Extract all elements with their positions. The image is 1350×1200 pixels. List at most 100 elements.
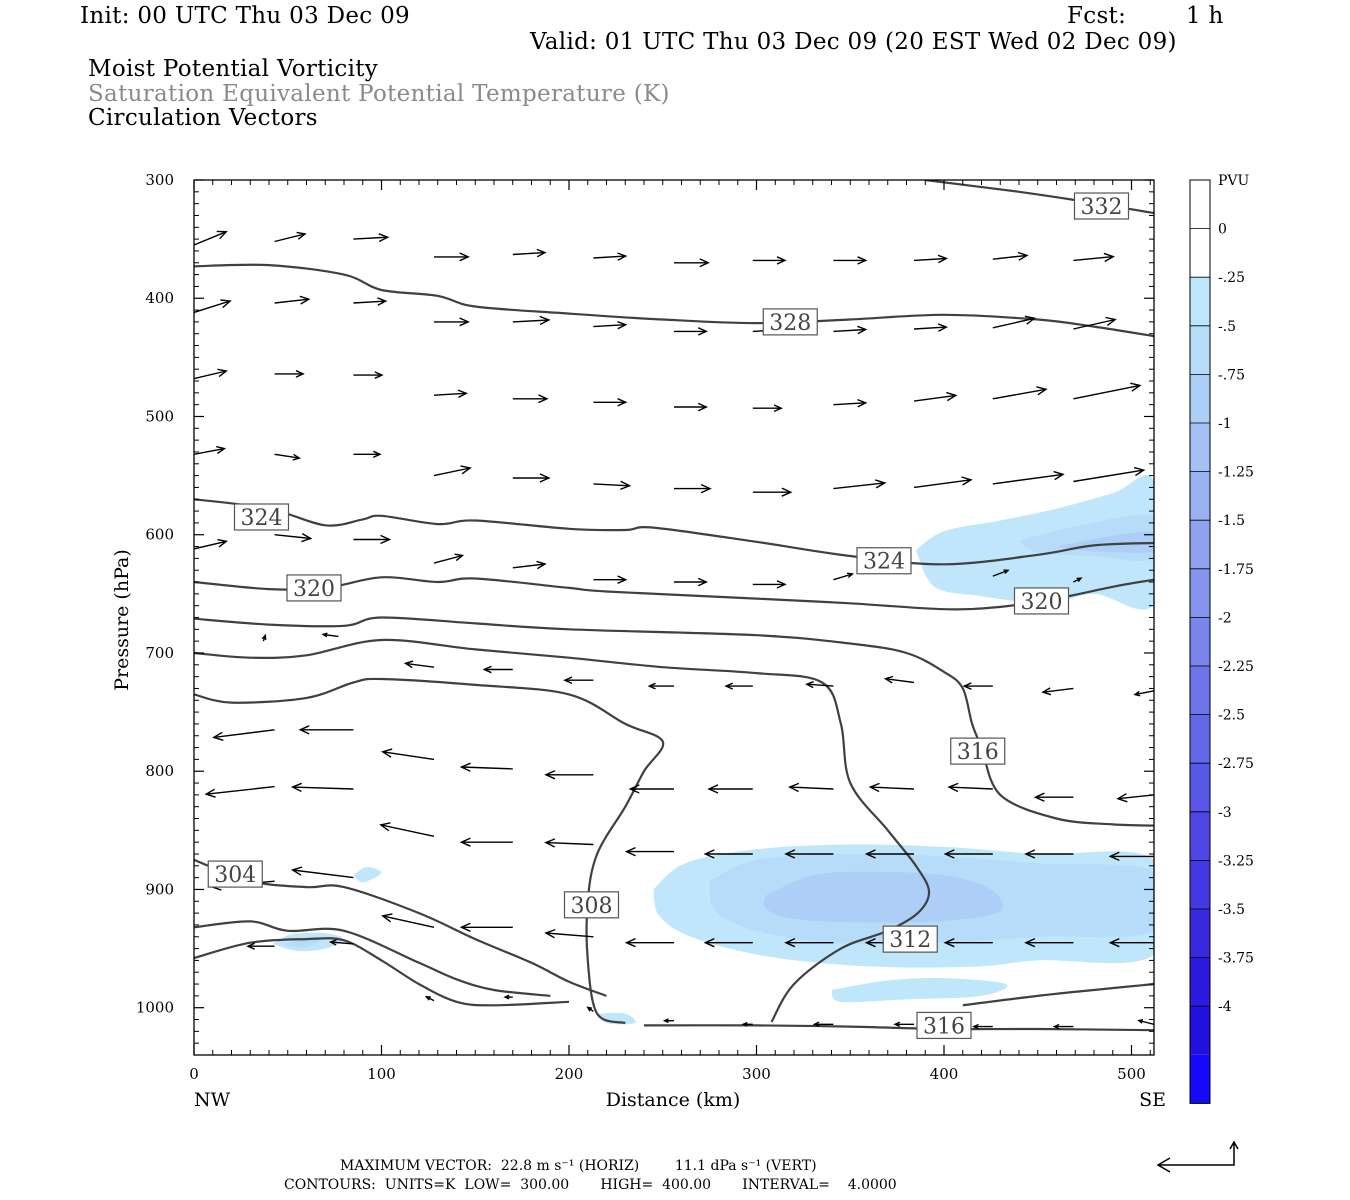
vector-head — [459, 252, 470, 262]
vector-shaft — [292, 869, 354, 879]
x-tick-label: 100 — [367, 1065, 396, 1083]
circulation-vector — [833, 479, 887, 490]
vector-head — [544, 928, 556, 939]
circulation-vector — [512, 394, 549, 404]
vector-head — [1052, 1023, 1060, 1030]
x-tick-label: 500 — [1117, 1065, 1146, 1083]
contour-label-box — [882, 925, 938, 953]
vector-head — [1133, 690, 1141, 697]
vector-shaft — [1042, 687, 1074, 693]
circulation-vector — [379, 822, 435, 837]
vector-head — [381, 748, 393, 758]
circulation-vector — [353, 371, 384, 379]
vector-shaft — [593, 324, 626, 328]
vector-head — [1024, 849, 1036, 859]
vector-head — [857, 325, 868, 335]
contour-label-text: 332 — [1081, 195, 1123, 220]
circulation-vector — [1108, 851, 1154, 862]
circulation-vector — [1073, 466, 1146, 483]
contour-label-box — [856, 547, 912, 575]
circulation-vector — [992, 315, 1037, 329]
vector-head — [544, 770, 556, 780]
vector-head — [883, 675, 894, 684]
circulation-vector — [459, 922, 513, 932]
circulation-vector — [593, 320, 628, 330]
mpv-shaded-region — [831, 977, 1008, 1003]
y-tick-label: 900 — [145, 880, 174, 898]
circulation-vector — [593, 252, 628, 261]
contour-label-text: 316 — [957, 740, 999, 765]
vector-head — [937, 254, 949, 264]
vector-shaft — [433, 467, 471, 477]
circulation-vector — [433, 465, 472, 477]
vector-head — [1103, 252, 1115, 263]
vector-head — [805, 681, 814, 689]
circulation-vector — [353, 297, 388, 306]
circulation-vector — [381, 748, 435, 761]
contour-label: 320 — [1013, 587, 1070, 615]
vector-head — [459, 317, 470, 327]
circulation-vector — [194, 368, 228, 380]
circulation-vector — [624, 846, 674, 857]
left-end-label: NW — [194, 1089, 231, 1111]
y-tick-label: 600 — [145, 526, 174, 544]
circulation-vector — [784, 937, 834, 948]
vector-head — [459, 762, 471, 772]
x-tick-label: 300 — [742, 1065, 771, 1083]
circulation-vector — [752, 580, 787, 589]
vector-shaft — [461, 766, 513, 770]
circulation-vector — [261, 633, 267, 642]
vector-shaft — [512, 563, 546, 569]
vector-head — [261, 633, 267, 640]
circulation-vector — [833, 398, 868, 408]
vector-shaft — [353, 300, 386, 304]
vector-shaft — [789, 786, 834, 790]
circulation-vector — [544, 928, 594, 939]
vector-head — [624, 937, 636, 948]
circulation-vector — [204, 785, 275, 798]
colorbar-segment — [1190, 957, 1210, 1007]
forecast-label: Fcst: — [1067, 3, 1127, 29]
vector-shaft — [274, 453, 300, 459]
circulation-vector — [1073, 316, 1117, 330]
vector-head — [1116, 793, 1128, 803]
circulation-vector — [274, 453, 301, 461]
circulation-vector — [194, 538, 228, 550]
contour-label-text: 324 — [241, 506, 283, 531]
vector-head — [1024, 937, 1036, 948]
vector-shaft — [870, 786, 915, 790]
vector-shaft — [913, 257, 947, 262]
colorbar-segment — [1190, 471, 1210, 521]
colorbar-segment — [1190, 180, 1210, 229]
field-title-mpv: Moist Potential Vorticity — [88, 56, 379, 82]
circulation-vector — [624, 937, 674, 948]
theta-es-contour — [194, 920, 551, 997]
vector-shaft — [833, 482, 885, 490]
vector-shaft — [948, 786, 993, 790]
colorbar-label: -1.75 — [1218, 562, 1254, 578]
vector-head — [460, 465, 472, 475]
y-tick-label: 500 — [145, 407, 174, 425]
vector-shaft — [1073, 255, 1114, 262]
vector-head — [204, 788, 216, 798]
vector-shaft — [194, 231, 227, 246]
vector-head — [741, 1021, 748, 1027]
x-tick-label: 0 — [189, 1065, 199, 1083]
vector-head — [381, 913, 393, 923]
vector-head — [893, 1021, 901, 1028]
vector-head — [776, 256, 787, 265]
theta-es-contour — [194, 937, 570, 1007]
circulation-vector — [586, 1006, 594, 1012]
colorbar-label: -.5 — [1218, 319, 1236, 335]
circulation-vector — [913, 391, 958, 402]
vector-head — [1133, 466, 1146, 477]
vector-head — [457, 389, 469, 399]
vector-shaft — [992, 388, 1047, 400]
init-time-label: Init: 00 UTC Thu 03 Dec 09 — [80, 3, 410, 29]
circulation-vector — [662, 1018, 674, 1024]
contour-label: 312 — [882, 925, 938, 953]
circulation-vector — [246, 942, 275, 950]
field-title-theta-es: Saturation Equivalent Potential Temperat… — [88, 81, 670, 107]
circulation-vector — [433, 553, 465, 564]
vector-head — [707, 784, 719, 794]
